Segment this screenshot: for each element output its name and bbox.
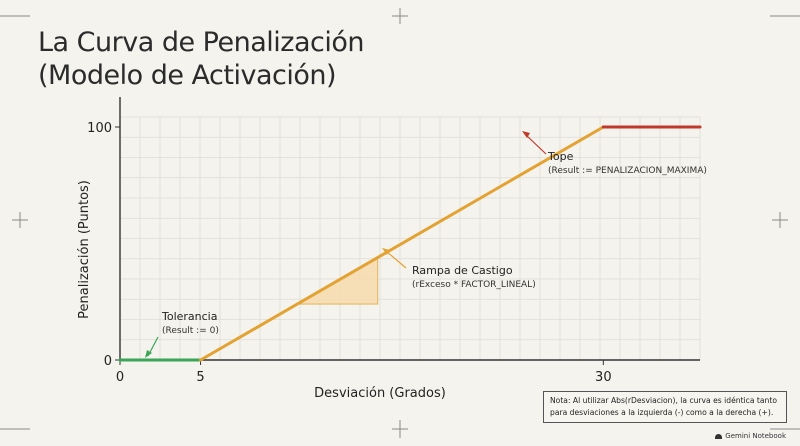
x-axis-label: Desviación (Grados) — [314, 386, 446, 401]
title-line-2: (Modelo de Activación) — [38, 60, 336, 91]
annotation-detail-tolerancia: (Result := 0) — [162, 326, 219, 336]
annotation-detail-tope: (Result := PENALIZACION_MAXIMA) — [548, 166, 707, 176]
segment-rampa-de-castigo — [199, 125, 605, 362]
annotation-arrow-tope — [525, 134, 547, 155]
note-line-2: para desviaciones a la izquierda (-) com… — [550, 408, 774, 417]
annotation-title-tope: Tope — [547, 150, 574, 163]
y-axis-label: Penalización (Puntos) — [77, 180, 92, 319]
annotation-detail-rampa: (rExceso * FACTOR_LINEAL) — [412, 280, 536, 290]
brand-label: Gemini Notebook — [725, 432, 786, 440]
annotation-title-rampa: Rampa de Castigo — [412, 264, 513, 277]
x-tick-label: 0 — [116, 370, 124, 385]
annotation-arrowhead-tope — [522, 131, 530, 138]
x-tick-label: 30 — [595, 370, 612, 385]
page-title: La Curva de Penalización (Modelo de Acti… — [38, 26, 364, 92]
chart-labels: 0 5 30 0 100 Desviación (Grados) Penalización … — [77, 121, 707, 401]
chart-marks — [118, 125, 702, 362]
note-line-1: Nota: Al utilizar Abs(rDesviacion), la c… — [550, 396, 777, 405]
annotation-title-tolerancia: Tolerancia — [161, 310, 217, 323]
corner-marks — [0, 8, 800, 438]
y-tick-label: 100 — [87, 121, 112, 136]
annotation-arrowhead-rampa — [382, 248, 390, 255]
brand-icon — [715, 433, 723, 439]
brand-logo: Gemini Notebook — [715, 432, 786, 440]
annotation-arrow-rampa — [385, 250, 407, 269]
y-tick-label: 0 — [104, 354, 112, 369]
note-box: Nota: Al utilizar Abs(rDesviacion), la c… — [543, 391, 787, 423]
x-tick-label: 5 — [196, 370, 204, 385]
title-line-1: La Curva de Penalización — [38, 27, 364, 58]
annotation-arrowhead-tolerancia — [145, 350, 152, 358]
